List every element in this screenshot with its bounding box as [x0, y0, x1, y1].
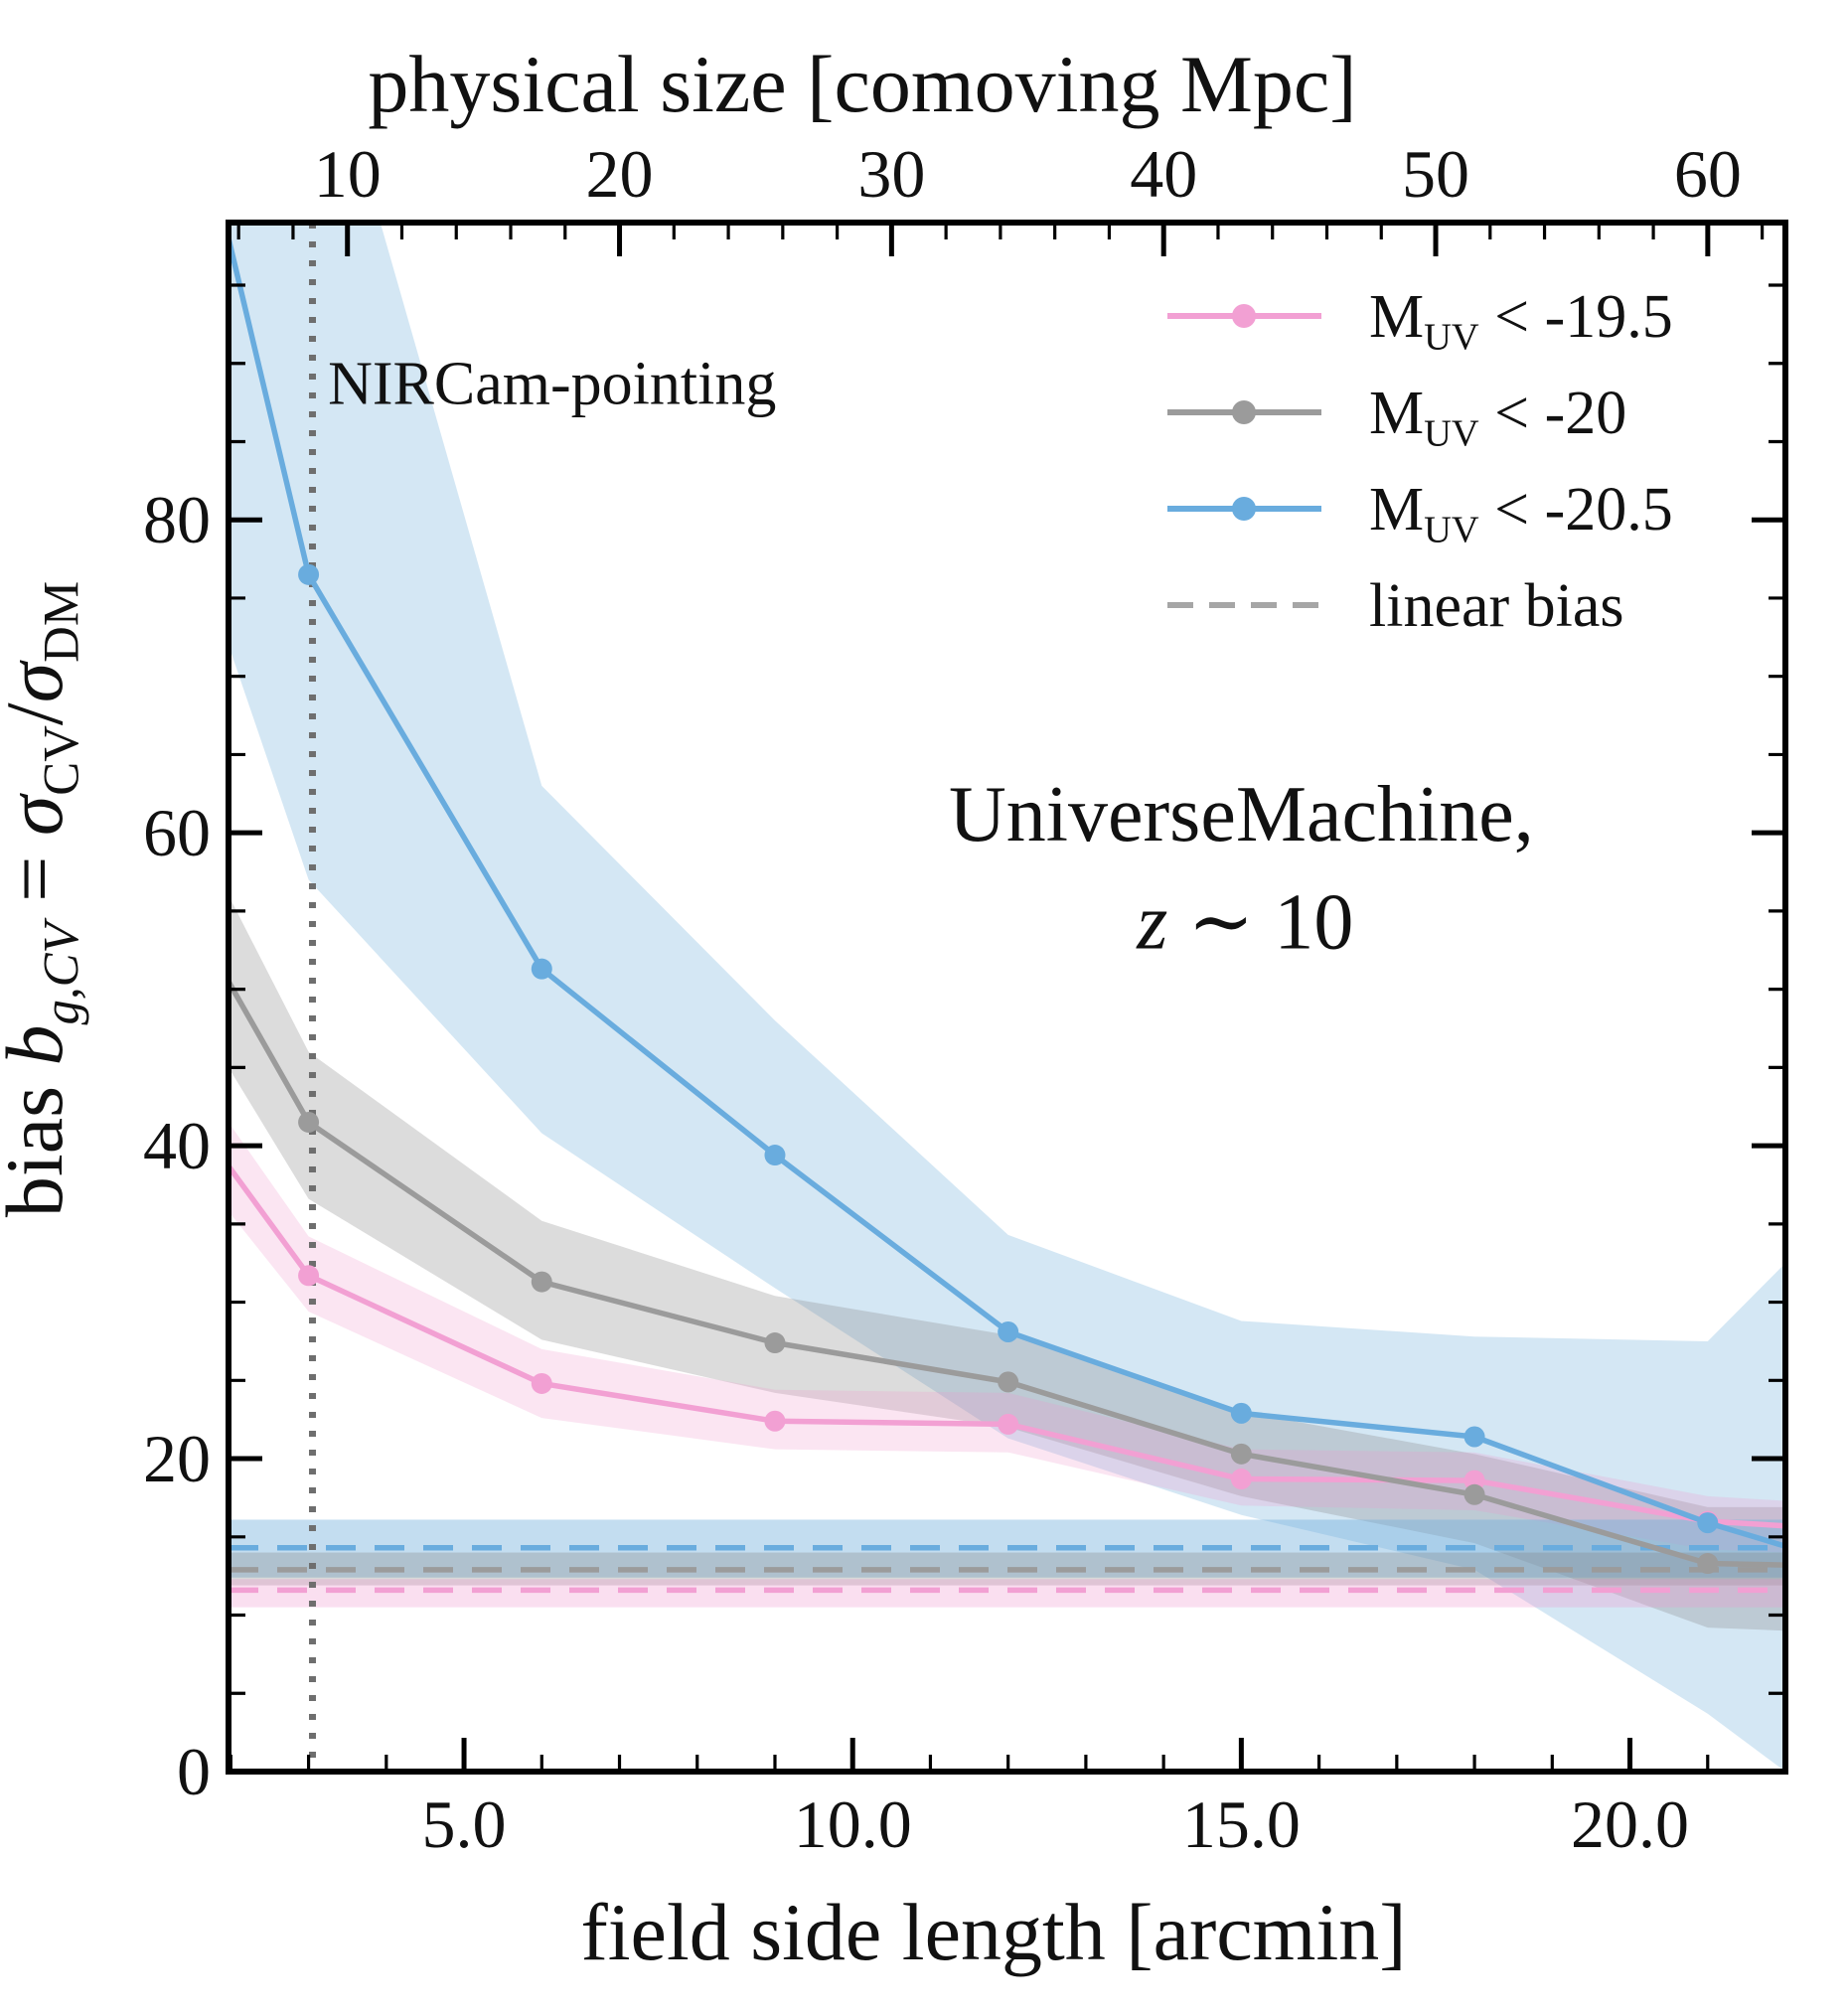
y-axis-label: bias bg,CV = σCV/σDM	[0, 581, 88, 1217]
bottom-tick-label: 15.0	[1182, 1786, 1301, 1862]
top-tick-label: 40	[1130, 136, 1197, 212]
marker-muv-lt-20-5	[998, 1320, 1019, 1342]
top-axis-label: physical size [comoving Mpc]	[368, 39, 1356, 129]
legend-entry-linear-bias: linear bias	[1167, 572, 1624, 640]
marker-muv-lt-20-5	[1697, 1512, 1719, 1534]
y-tick-label: 80	[143, 482, 211, 557]
y-tick-label: 60	[143, 795, 211, 870]
bottom-axis-ticks	[229, 1738, 1710, 1772]
linear-bias-band-muv-lt-19-5	[229, 1579, 1785, 1608]
marker-muv-lt-20	[1230, 1443, 1252, 1465]
marker-muv-lt-20	[531, 1271, 552, 1293]
legend-entry-muv-lt-19-5: MUV < -19.5	[1167, 283, 1673, 358]
marker-muv-lt-19-5	[998, 1413, 1019, 1435]
marker-muv-lt-20	[1697, 1553, 1719, 1575]
top-tick-label: 50	[1402, 136, 1469, 212]
marker-muv-lt-20-5	[764, 1145, 786, 1166]
band-muv-lt-20	[229, 895, 1785, 1631]
y-tick-label: 0	[177, 1734, 211, 1809]
top-tick-label: 10	[314, 136, 382, 212]
legend-entry-muv-lt-20: MUV < -20	[1167, 380, 1626, 454]
markers-muv-lt-20	[298, 1111, 1719, 1575]
universemachine-label: UniverseMachine,	[949, 771, 1534, 858]
marker-muv-lt-19-5	[764, 1410, 786, 1432]
x-axis-label: field side length [arcmin]	[580, 1887, 1406, 1977]
marker-muv-lt-20	[1463, 1483, 1485, 1505]
marker-muv-lt-19-5	[298, 1265, 320, 1287]
markers-muv-lt-20-5	[298, 563, 1719, 1534]
marker-muv-lt-20	[298, 1111, 320, 1133]
bottom-tick-label: 10.0	[794, 1786, 912, 1862]
legend-marker-muv-lt-19-5	[1232, 304, 1256, 328]
top-tick-label: 20	[586, 136, 654, 212]
marker-muv-lt-20	[764, 1332, 786, 1354]
y-axis-ticks	[229, 283, 262, 1775]
bottom-tick-label: 5.0	[422, 1786, 507, 1862]
legend-label-muv-lt-19-5: MUV < -19.5	[1369, 283, 1673, 358]
marker-muv-lt-20-5	[298, 563, 320, 585]
band-muv-lt-20-5	[229, 223, 1785, 1772]
y-tick-label: 40	[143, 1108, 211, 1183]
marker-muv-lt-20-5	[531, 958, 552, 980]
top-tick-label: 30	[857, 136, 925, 212]
bottom-tick-label: 20.0	[1571, 1786, 1689, 1862]
legend-label-linear-bias: linear bias	[1369, 572, 1624, 640]
legend-label-muv-lt-20: MUV < -20	[1369, 380, 1626, 454]
marker-muv-lt-20-5	[1463, 1426, 1485, 1448]
marker-muv-lt-19-5	[531, 1372, 552, 1394]
y-tick-label: 20	[143, 1421, 211, 1496]
legend-label-muv-lt-20-5: MUV < -20.5	[1369, 476, 1673, 550]
redshift-label: z ∼ 10	[1136, 879, 1353, 967]
plot-area	[229, 223, 1785, 1772]
right-axis-ticks	[1752, 283, 1785, 1775]
legend-marker-muv-lt-20	[1232, 400, 1256, 424]
legend-entry-muv-lt-20-5: MUV < -20.5	[1167, 476, 1673, 550]
legend: MUV < -19.5 MUV < -20 MUV < -20.5 linear bi…	[1167, 283, 1673, 640]
marker-muv-lt-20-5	[1230, 1402, 1252, 1424]
marker-muv-lt-19-5	[1230, 1469, 1252, 1490]
marker-muv-lt-20	[998, 1371, 1019, 1393]
legend-marker-muv-lt-20-5	[1232, 497, 1256, 521]
top-tick-label: 60	[1674, 136, 1742, 212]
nircam-pointing-label: NIRCam-pointing	[328, 351, 776, 418]
top-axis-ticks	[236, 223, 1765, 256]
